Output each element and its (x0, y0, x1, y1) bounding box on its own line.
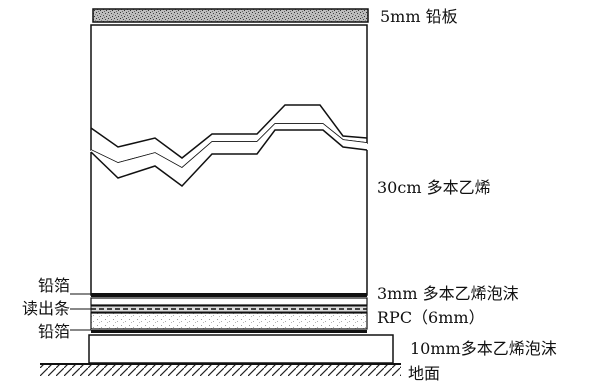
ground (40, 363, 401, 376)
aluminium-foil-top (91, 293, 367, 297)
label-ground: 地面 (408, 364, 440, 383)
break-line-lower (90, 129, 368, 188)
label-lead-plate: 5mm 铅板 (380, 7, 458, 26)
foam-10mm (88, 334, 394, 364)
foam-3mm (90, 297, 368, 306)
lead-plate (92, 8, 369, 23)
label-foil-top: 铅箔 (38, 276, 70, 295)
label-rpc: RPC（6mm） (377, 308, 485, 327)
label-polystyrene: 30cm 多本乙烯 (377, 178, 491, 197)
rpc-chamber (90, 312, 368, 330)
label-foam-3mm: 3mm 多本乙烯泡沫 (377, 284, 519, 303)
polystyrene-block (90, 24, 368, 296)
break-line-upper (90, 104, 368, 159)
label-foil-bottom: 铅箔 (38, 322, 70, 341)
label-readout: 读出条 (22, 299, 70, 318)
aluminium-foil-bottom (91, 330, 367, 333)
label-foam-10mm: 10mm多本乙烯泡沫 (410, 339, 557, 358)
